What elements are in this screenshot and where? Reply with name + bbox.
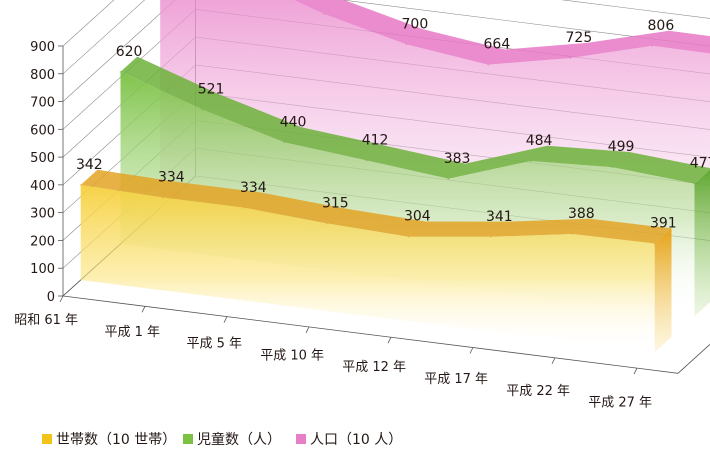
series-top-surface xyxy=(80,169,672,244)
series-top-surface xyxy=(120,56,710,184)
legend-label: 世帯数（10 世帯） xyxy=(56,432,176,448)
legend-swatch xyxy=(183,434,193,444)
series-end-face xyxy=(694,169,710,317)
data-point xyxy=(571,233,574,235)
x-tick-label: 平成 10 年 xyxy=(260,348,324,363)
gridline xyxy=(62,0,710,75)
data-point xyxy=(283,141,286,144)
data-label: 477 xyxy=(690,156,710,172)
legend-label: 児童数（人） xyxy=(197,431,281,448)
data-label: 521 xyxy=(198,82,225,98)
legend-swatch xyxy=(296,434,306,444)
data-point xyxy=(79,184,82,186)
data-label: 440 xyxy=(280,114,307,130)
y-tick-label: 800 xyxy=(30,68,55,83)
x-tick xyxy=(59,295,64,303)
data-point xyxy=(651,45,654,47)
data-point xyxy=(489,235,492,238)
data-point xyxy=(119,70,122,73)
data-point xyxy=(405,43,408,46)
data-label: 388 xyxy=(568,206,595,222)
data-point xyxy=(447,178,450,180)
data-label: 499 xyxy=(608,139,635,155)
y-tick-label: 200 xyxy=(30,234,55,249)
data-label: 412 xyxy=(362,132,389,148)
y-tick-label: 300 xyxy=(30,207,55,222)
x-tick-label: 昭和 61 年 xyxy=(14,313,78,328)
legend: 世帯数（10 世帯） 児童数（人） 人口（10 人） xyxy=(42,431,402,448)
x-tick-label: 平成 22 年 xyxy=(506,384,570,399)
x-tick-label: 平成 27 年 xyxy=(588,396,652,411)
series-0 xyxy=(79,169,672,353)
x-tick-label: 平成 1 年 xyxy=(104,325,160,340)
data-label: 700 xyxy=(402,16,429,32)
data-label: 806 xyxy=(648,18,675,34)
data-point xyxy=(653,242,656,245)
data-label: 620 xyxy=(116,44,143,60)
data-point xyxy=(569,57,572,59)
series-front-face xyxy=(80,185,655,353)
x-tick-label: 平成 5 年 xyxy=(186,337,242,352)
data-point xyxy=(693,182,696,185)
data-label: 304 xyxy=(404,209,431,225)
y-tick-label: 600 xyxy=(30,123,55,138)
data-label: 315 xyxy=(322,195,349,211)
data-point xyxy=(161,196,164,199)
x-tick xyxy=(305,326,310,334)
series-layer xyxy=(79,0,710,353)
data-point xyxy=(487,63,490,66)
data-point xyxy=(407,235,410,238)
y-tick-label: 0 xyxy=(47,290,55,305)
x-tick xyxy=(141,306,146,313)
x-tick-label: 平成 17 年 xyxy=(424,372,488,387)
x-tick xyxy=(223,316,228,323)
x-tick xyxy=(469,347,474,354)
data-label: 342 xyxy=(76,157,103,173)
data-point xyxy=(243,207,246,209)
data-label: 334 xyxy=(240,180,267,196)
y-tick-label: 500 xyxy=(30,151,55,166)
x-tick xyxy=(387,337,392,344)
data-point xyxy=(529,160,532,162)
y-tick-label: 400 xyxy=(30,179,55,194)
data-point xyxy=(323,13,326,15)
series-top-surface xyxy=(293,0,710,65)
data-label: 383 xyxy=(444,151,471,167)
data-point xyxy=(611,166,614,168)
gridline xyxy=(62,0,115,47)
data-label: 391 xyxy=(650,215,677,231)
y-tick-label: 700 xyxy=(30,96,55,111)
data-label: 341 xyxy=(486,209,513,225)
data-label: 334 xyxy=(158,170,185,186)
data-label: 725 xyxy=(566,30,593,46)
data-point xyxy=(325,222,328,225)
x-tick-label: 平成 12 年 xyxy=(342,360,406,375)
labels-layer: 342 334 334 315 304 341 388 391 620 521 440 412 383 4… xyxy=(76,0,710,231)
x-tick xyxy=(633,367,638,375)
legend-label: 人口（10 人） xyxy=(310,432,402,448)
data-label: 772 xyxy=(320,0,347,2)
y-tick-label: 100 xyxy=(30,262,55,277)
data-label: 484 xyxy=(526,133,553,149)
data-point xyxy=(365,159,368,162)
x-tick xyxy=(551,357,556,364)
gridline xyxy=(62,0,710,102)
data-label: 664 xyxy=(484,37,511,53)
data-point xyxy=(201,108,204,111)
series-end-face xyxy=(654,228,672,353)
legend-swatch xyxy=(42,434,52,444)
y-tick-label: 900 xyxy=(30,40,55,55)
